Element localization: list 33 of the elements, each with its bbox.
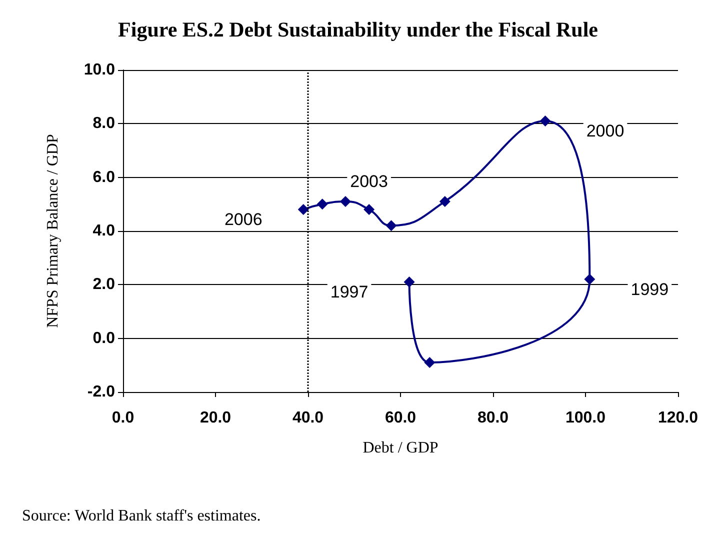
x-tick-label: 40.0 — [292, 410, 324, 426]
x-tick-label: 100.0 — [565, 410, 606, 426]
point — [439, 196, 450, 207]
annotation: 1997 — [330, 282, 368, 302]
x-tick-label: 60.0 — [384, 410, 416, 426]
y-tick-label: 10.0 — [84, 62, 116, 78]
annotation: 2006 — [224, 210, 262, 230]
point — [316, 198, 328, 210]
x-axis-title: Debt / GDP — [362, 440, 438, 456]
annotation: 1999 — [630, 280, 669, 299]
chart-title: Figure ES.2 Debt Sustainability under the Fiscal Rule — [118, 18, 598, 42]
annotation: 2000 — [586, 121, 624, 140]
y-tick-label: 6.0 — [92, 168, 116, 186]
point — [404, 276, 415, 288]
y-axis-title: NFPS Primary Balance / GDP — [44, 134, 62, 328]
x-tick-label: 120.0 — [658, 410, 698, 426]
y-tick-label: 2.0 — [92, 276, 116, 294]
point — [584, 274, 596, 285]
y-tick-label: -2.0 — [87, 384, 116, 400]
point — [340, 196, 351, 207]
point — [386, 220, 397, 232]
y-tick-label: 8.0 — [92, 115, 116, 132]
point — [298, 204, 309, 216]
annotation: 2003 — [350, 172, 388, 192]
point — [364, 204, 375, 216]
source-note: Source: World Bank staff's estimates. — [22, 508, 261, 524]
x-tick-label: 20.0 — [200, 410, 232, 426]
y-tick-label: 4.0 — [92, 222, 116, 240]
point — [424, 356, 436, 368]
x-tick-label: 80.0 — [477, 410, 509, 426]
x-tick-label: 0.0 — [112, 410, 134, 426]
point — [540, 115, 551, 126]
y-tick-label: 0.0 — [92, 330, 116, 347]
